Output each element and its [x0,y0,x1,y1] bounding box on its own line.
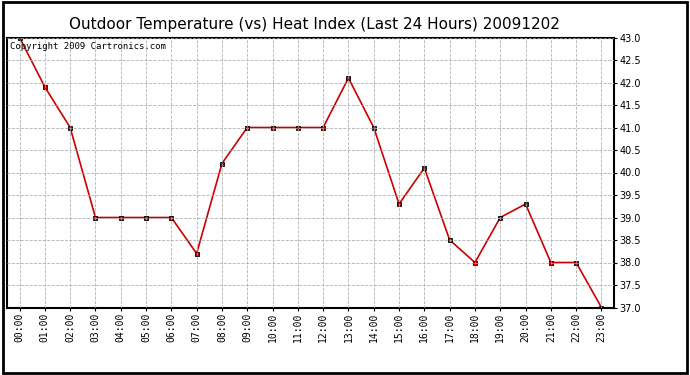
Text: Copyright 2009 Cartronics.com: Copyright 2009 Cartronics.com [10,42,166,51]
Text: Outdoor Temperature (vs) Heat Index (Last 24 Hours) 20091202: Outdoor Temperature (vs) Heat Index (Las… [68,17,560,32]
